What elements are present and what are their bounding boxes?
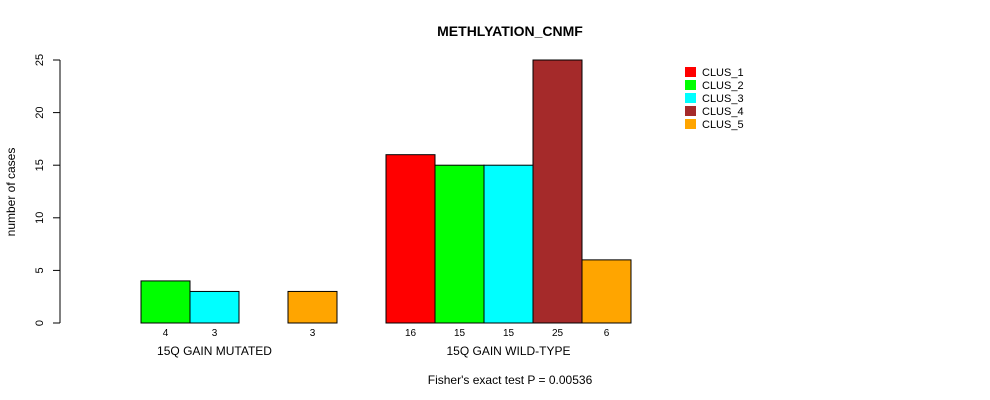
bar-clus-5-wild-type	[581, 259, 632, 324]
legend-swatch	[685, 93, 696, 103]
legend-swatch	[685, 67, 696, 77]
category-label: 15Q GAIN WILD-TYPE	[446, 344, 570, 358]
bar-clus-3-mutated	[189, 290, 240, 324]
legend-label: CLUS_4	[702, 106, 744, 118]
legend-swatch	[685, 106, 696, 116]
bar-clus-2-mutated	[140, 280, 191, 324]
bar-count-label: 3	[310, 328, 316, 339]
bar-count-label: 4	[163, 328, 169, 339]
legend-swatch	[685, 119, 696, 129]
bar-clus-5-mutated	[287, 290, 338, 324]
category-label: 15Q GAIN MUTATED	[157, 344, 272, 358]
legend-swatch	[685, 80, 696, 90]
fisher-test-footnote: Fisher's exact test P = 0.00536	[428, 373, 593, 387]
y-ticks: 0 5 10 15 20 25	[34, 54, 60, 326]
bar-clus-4-wild-type	[532, 59, 583, 324]
y-tick-label: 0	[34, 320, 46, 326]
category-labels: 15Q GAIN MUTATED 15Q GAIN WILD-TYPE	[157, 344, 570, 358]
y-tick-label: 15	[34, 159, 46, 171]
bar-count-label: 15	[503, 328, 515, 339]
y-tick-label: 10	[34, 212, 46, 224]
bars	[140, 59, 632, 324]
y-tick-label: 25	[34, 54, 46, 66]
legend-label: CLUS_2	[702, 80, 744, 92]
bar-clus-3-wild-type	[483, 164, 534, 324]
legend-label: CLUS_1	[702, 67, 744, 79]
bar-count-label: 6	[604, 328, 610, 339]
legend-label: CLUS_3	[702, 93, 744, 105]
bar-count-label: 3	[212, 328, 218, 339]
bar-count-label: 15	[454, 328, 466, 339]
bar-count-label: 25	[552, 328, 564, 339]
y-axis-label: number of cases	[4, 148, 18, 237]
count-labels: 4 3 3 16 15 15 25 6	[163, 328, 610, 339]
chart-title: METHLYATION_CNMF	[437, 23, 583, 39]
legend-label: CLUS_5	[702, 119, 744, 131]
bar-clus-2-wild-type	[434, 164, 485, 324]
y-tick-label: 5	[34, 267, 46, 273]
y-tick-label: 20	[34, 106, 46, 118]
bar-clus-1-wild-type	[385, 154, 436, 324]
bar-count-label: 16	[405, 328, 417, 339]
